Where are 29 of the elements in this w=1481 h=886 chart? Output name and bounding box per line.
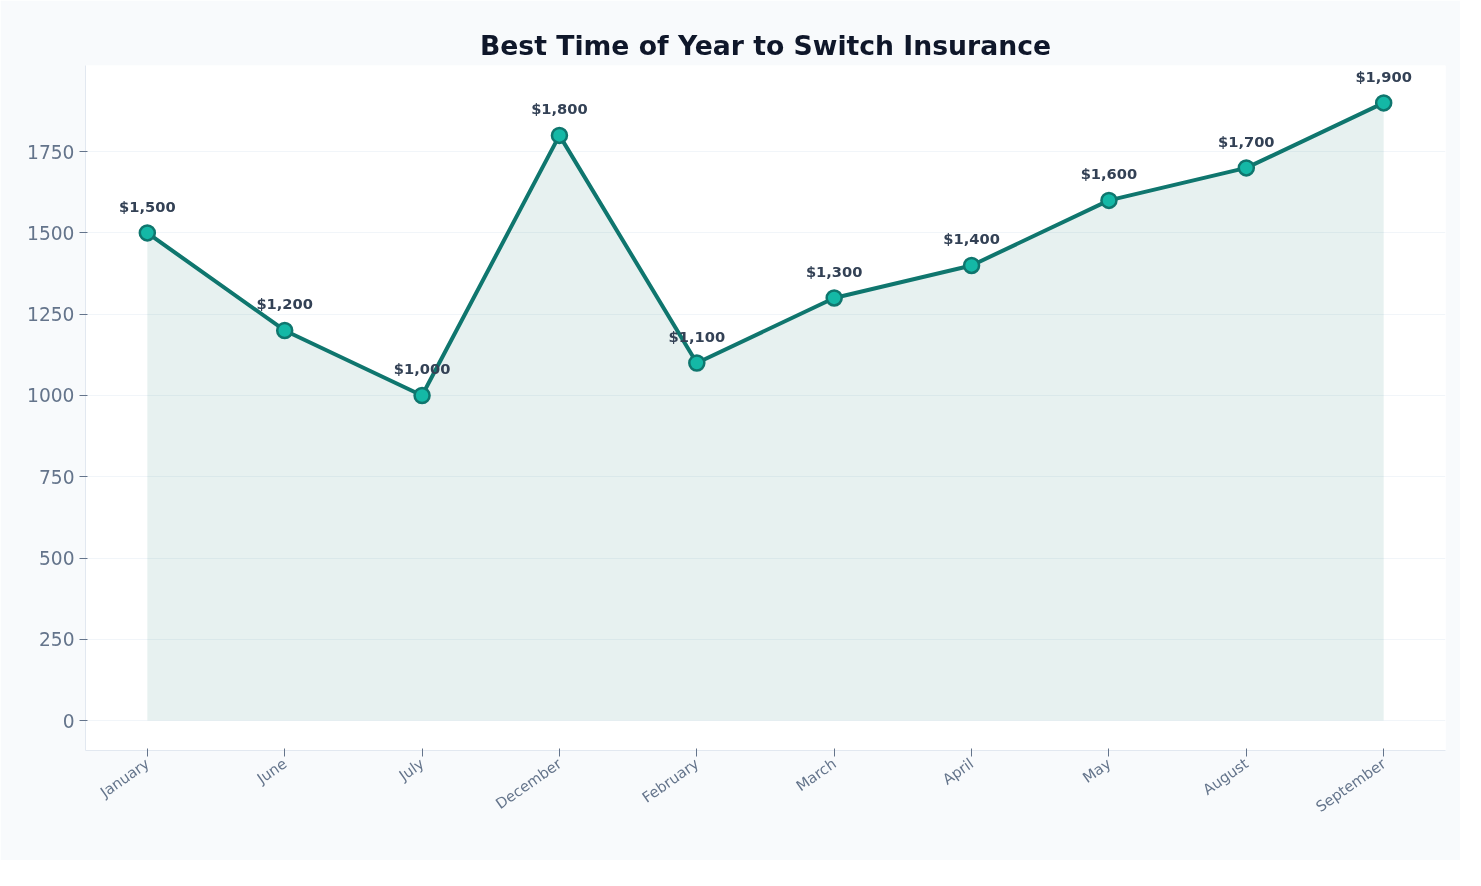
point <box>688 354 706 372</box>
data-label: $1,700 <box>1218 132 1275 150</box>
data-label: $1,800 <box>531 100 588 118</box>
point <box>825 289 843 307</box>
data-label: $1,500 <box>119 197 176 215</box>
chart-title: Best Time of Year to Switch Insurance <box>479 29 1052 61</box>
y-tick-label: 750 <box>38 466 75 488</box>
data-label: $1,600 <box>1080 165 1138 183</box>
y-tick-label: 1500 <box>27 222 75 244</box>
point <box>138 224 157 242</box>
point <box>413 386 431 405</box>
x-tick-label: May <box>1079 754 1115 786</box>
data-label: $1,900 <box>1355 67 1412 85</box>
y-tick-label: 0 <box>62 710 75 732</box>
point <box>1374 94 1393 112</box>
x-tick-label: July <box>394 754 428 785</box>
point <box>1100 191 1118 210</box>
point <box>550 126 569 145</box>
data-label: $1,300 <box>805 262 863 280</box>
y-tick-label: 1750 <box>27 141 75 163</box>
y-tick-label: 1000 <box>27 385 75 407</box>
point <box>962 256 981 275</box>
data-label: $1,200 <box>256 295 313 313</box>
point <box>1237 159 1256 177</box>
y-tick-label: 1250 <box>27 304 75 326</box>
point <box>275 321 294 340</box>
y-tick-label: 500 <box>38 548 75 570</box>
y-tick-label: 250 <box>38 629 75 651</box>
data-label: $1,400 <box>943 230 1000 248</box>
